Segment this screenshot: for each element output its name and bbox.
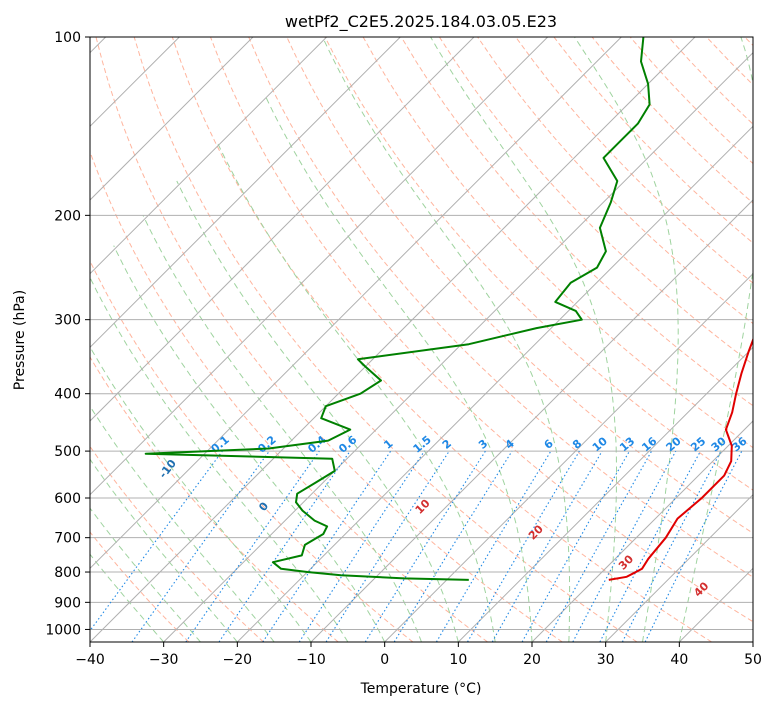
isotherm-line xyxy=(90,37,254,201)
x-tick-label: 0 xyxy=(380,652,389,668)
moist-adiabat-line xyxy=(90,276,349,642)
x-tick-label: −20 xyxy=(223,652,253,668)
x-axis-label: Temperature (°C) xyxy=(360,681,482,697)
x-tick-label: 40 xyxy=(670,652,688,668)
x-tick-label: −40 xyxy=(75,652,105,668)
dry-adiabat-line xyxy=(90,445,264,642)
x-tick-label: 10 xyxy=(449,652,467,668)
isotherm-line xyxy=(90,37,549,496)
dry-adiabat-line xyxy=(133,37,638,642)
mixing-ratio-line xyxy=(218,450,351,642)
dry-adiabat-line xyxy=(95,37,563,642)
dewpoint-profile-line xyxy=(144,37,651,581)
x-tick-label: 30 xyxy=(597,652,615,668)
moist-adiabat-line xyxy=(176,180,459,642)
y-tick-label: 200 xyxy=(54,208,81,224)
mixing-ratio-line xyxy=(131,450,270,642)
moist-adiabat-line xyxy=(142,215,422,642)
axis-ticks: −40 −30 −20 −10 0 10 20 30 40 50 100 200 300 400 500 60… xyxy=(45,30,762,668)
isotherm-line xyxy=(605,493,753,642)
moist-adiabat-line xyxy=(264,94,533,642)
isotherm-line xyxy=(90,37,401,349)
isotherm-line xyxy=(90,37,475,422)
isotherm-line xyxy=(90,37,622,570)
mixing-ratio-line xyxy=(521,450,630,642)
y-tick-label: 400 xyxy=(54,387,81,403)
y-tick-label: 1000 xyxy=(45,622,81,638)
isotherm-line xyxy=(163,51,753,642)
mixing-ratio-line xyxy=(298,450,425,642)
dry-adiabat-line xyxy=(210,37,753,623)
x-tick-label: 50 xyxy=(744,652,762,668)
mixing-ratio-line xyxy=(572,450,677,642)
moist-adiabat-line xyxy=(322,37,571,642)
y-tick-label: 800 xyxy=(54,565,81,581)
mixing-ratio-line xyxy=(262,450,392,642)
dry-adiabat-line xyxy=(171,37,712,642)
isotherm-line xyxy=(90,37,696,642)
y-tick-label: 300 xyxy=(54,313,81,329)
dry-adiabat-line xyxy=(400,37,753,407)
isotherm-line xyxy=(310,199,753,642)
dry-adiabat-line xyxy=(248,37,753,578)
y-tick-label: 600 xyxy=(54,491,81,507)
mixing-ratio-line xyxy=(325,450,450,642)
mixing-ratio-line xyxy=(644,450,743,642)
plot-area: 0.10.20.40.611.52346810131620253036-100-… xyxy=(90,37,753,642)
moist-adiabat-line xyxy=(90,507,201,642)
isotherm-line xyxy=(531,420,753,642)
x-tick-label: −30 xyxy=(149,652,179,668)
plot-frame xyxy=(89,36,754,643)
y-tick-label: 500 xyxy=(54,444,81,460)
y-tick-label: 900 xyxy=(54,595,81,611)
dry-adiabat-line xyxy=(438,37,753,366)
mixing-ratio-line xyxy=(90,450,223,632)
isotherm-line xyxy=(90,37,328,275)
moist-adiabat-line xyxy=(113,245,386,642)
moist-adiabat-line xyxy=(574,37,679,642)
moist-adiabat-line xyxy=(430,37,617,642)
chart-title: wetPf2_C2E5.2025.184.03.05.E23 xyxy=(285,12,557,32)
moist-adiabat-line xyxy=(678,37,753,642)
mixing-ratio-line xyxy=(393,450,513,642)
mixing-ratio-line xyxy=(545,450,653,642)
dry-adiabat-line xyxy=(515,37,753,284)
mixing-ratio-line xyxy=(185,450,320,642)
y-tick-label: 100 xyxy=(54,30,81,46)
x-tick-label: −10 xyxy=(296,652,326,668)
y-axis-label: Pressure (hPa) xyxy=(12,290,28,390)
dry-adiabat-line xyxy=(90,356,339,642)
isotherm-line xyxy=(457,346,753,642)
isotherm-line xyxy=(384,272,753,642)
isotherm-line xyxy=(236,125,753,642)
dry-adiabat-line xyxy=(90,150,488,642)
moist-adiabat-line xyxy=(90,405,275,642)
y-tick-label: 700 xyxy=(54,531,81,547)
dry-adiabat-line xyxy=(324,37,753,491)
moist-adiabat-line xyxy=(90,458,238,642)
dry-adiabat-line xyxy=(90,531,190,642)
x-tick-label: 20 xyxy=(523,652,541,668)
temperature-profile-line xyxy=(608,337,753,581)
